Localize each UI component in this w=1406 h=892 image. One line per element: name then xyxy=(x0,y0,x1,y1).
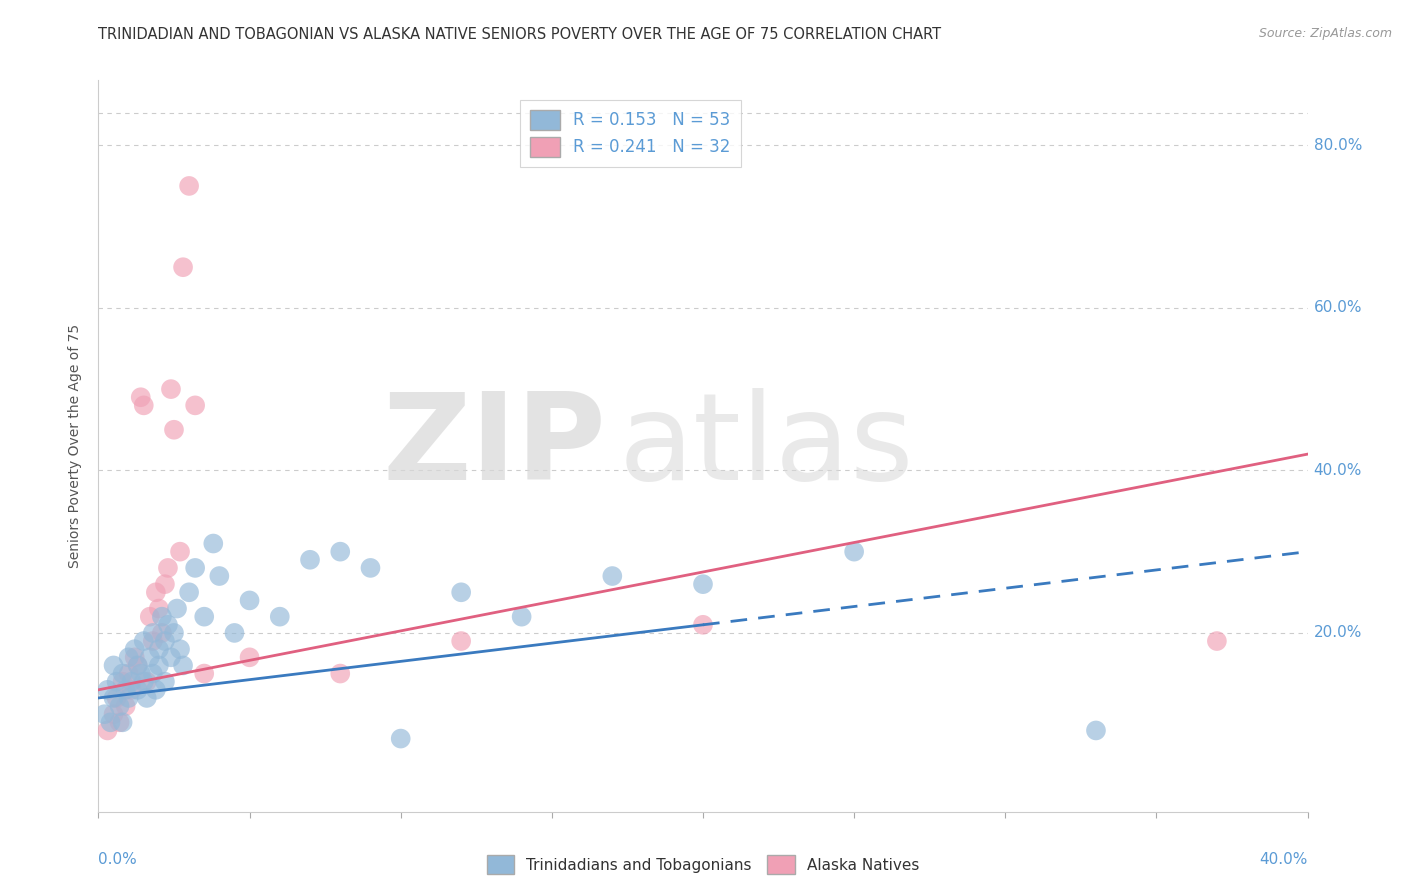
Point xyxy=(156,617,179,632)
Text: 0.0%: 0.0% xyxy=(98,852,138,867)
Point xyxy=(193,666,215,681)
Point xyxy=(132,674,155,689)
Point xyxy=(166,601,188,615)
Point xyxy=(329,666,352,681)
Point xyxy=(111,666,134,681)
Point xyxy=(269,609,291,624)
Point xyxy=(135,690,157,705)
Point xyxy=(127,658,149,673)
Point xyxy=(124,642,146,657)
Point xyxy=(148,642,170,657)
Point xyxy=(121,674,143,689)
Point xyxy=(105,674,128,689)
Point xyxy=(163,423,186,437)
Point xyxy=(105,690,128,705)
Point xyxy=(156,561,179,575)
Text: 60.0%: 60.0% xyxy=(1313,301,1362,316)
Point xyxy=(93,707,115,722)
Point xyxy=(139,609,162,624)
Point xyxy=(114,682,136,697)
Point xyxy=(184,561,207,575)
Point xyxy=(103,690,125,705)
Point xyxy=(108,715,131,730)
Point xyxy=(127,682,149,697)
Point xyxy=(103,658,125,673)
Point xyxy=(150,609,173,624)
Point xyxy=(179,178,201,193)
Point xyxy=(142,626,165,640)
Point xyxy=(169,642,191,657)
Point xyxy=(163,626,186,640)
Point xyxy=(108,699,131,714)
Point xyxy=(602,569,624,583)
Point xyxy=(132,634,155,648)
Point xyxy=(96,682,118,697)
Point xyxy=(111,715,134,730)
Point xyxy=(329,544,352,558)
Point xyxy=(172,658,194,673)
Point xyxy=(135,674,157,689)
Point xyxy=(692,617,714,632)
Point xyxy=(127,658,149,673)
Text: 40.0%: 40.0% xyxy=(1313,463,1362,478)
Point xyxy=(692,577,714,591)
Y-axis label: Seniors Poverty Over the Age of 75: Seniors Poverty Over the Age of 75 xyxy=(69,324,83,568)
Point xyxy=(450,585,472,599)
Point xyxy=(450,634,472,648)
Point xyxy=(129,390,152,404)
Text: TRINIDADIAN AND TOBAGONIAN VS ALASKA NATIVE SENIORS POVERTY OVER THE AGE OF 75 C: TRINIDADIAN AND TOBAGONIAN VS ALASKA NAT… xyxy=(98,27,942,42)
Point xyxy=(239,650,262,665)
Text: 80.0%: 80.0% xyxy=(1313,137,1362,153)
Point xyxy=(510,609,533,624)
Point xyxy=(208,569,231,583)
Point xyxy=(1085,723,1108,738)
Point xyxy=(193,609,215,624)
Text: 20.0%: 20.0% xyxy=(1313,625,1362,640)
Point xyxy=(389,731,412,746)
Point xyxy=(1206,634,1229,648)
Text: atlas: atlas xyxy=(619,387,914,505)
Point xyxy=(121,682,143,697)
Text: 40.0%: 40.0% xyxy=(1260,852,1308,867)
Point xyxy=(160,650,183,665)
Point xyxy=(360,561,382,575)
Point xyxy=(124,650,146,665)
Point xyxy=(148,601,170,615)
Point xyxy=(142,634,165,648)
Point xyxy=(129,666,152,681)
Point xyxy=(145,682,167,697)
Point xyxy=(132,398,155,412)
Text: ZIP: ZIP xyxy=(382,387,606,505)
Text: Source: ZipAtlas.com: Source: ZipAtlas.com xyxy=(1258,27,1392,40)
Point xyxy=(111,674,134,689)
Point xyxy=(169,544,191,558)
Point xyxy=(118,666,141,681)
Point xyxy=(114,699,136,714)
Point xyxy=(139,650,162,665)
Point xyxy=(239,593,262,607)
Point xyxy=(160,382,183,396)
Point xyxy=(150,626,173,640)
Legend: Trinidadians and Tobagonians, Alaska Natives: Trinidadians and Tobagonians, Alaska Nat… xyxy=(481,849,925,880)
Point xyxy=(299,553,322,567)
Point xyxy=(118,650,141,665)
Point xyxy=(100,715,122,730)
Point xyxy=(103,707,125,722)
Point xyxy=(224,626,246,640)
Point xyxy=(153,577,176,591)
Point xyxy=(179,585,201,599)
Point xyxy=(202,536,225,550)
Point xyxy=(172,260,194,275)
Point xyxy=(844,544,866,558)
Point xyxy=(142,666,165,681)
Point xyxy=(118,690,141,705)
Point xyxy=(153,634,176,648)
Point xyxy=(148,658,170,673)
Legend: R = 0.153   N = 53, R = 0.241   N = 32: R = 0.153 N = 53, R = 0.241 N = 32 xyxy=(520,100,741,167)
Point xyxy=(96,723,118,738)
Point xyxy=(153,674,176,689)
Point xyxy=(184,398,207,412)
Point xyxy=(145,585,167,599)
